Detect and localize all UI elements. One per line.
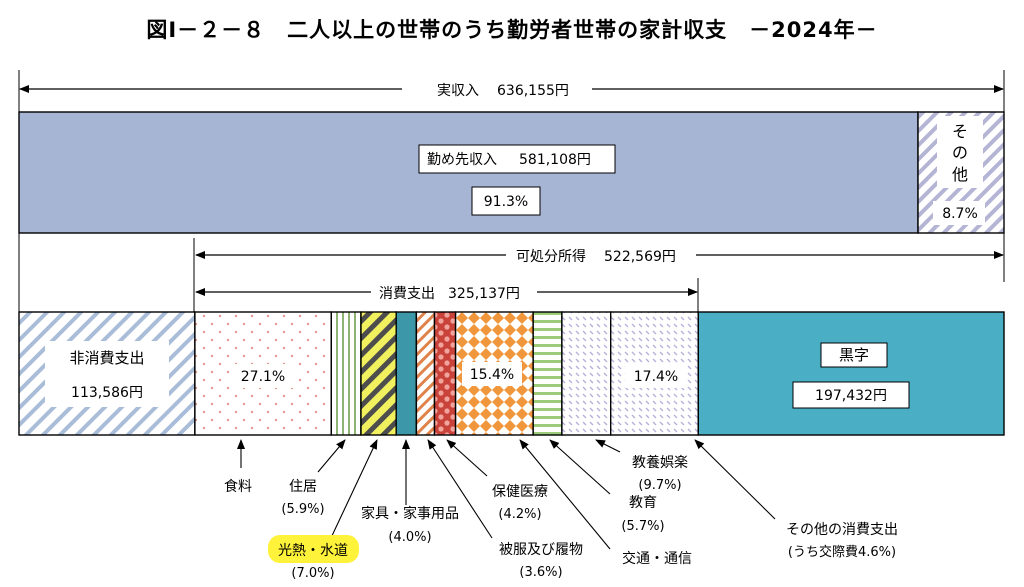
shokuryo-label: 食料 [224,478,252,495]
income-main-percent: 91.3% [484,194,528,210]
disposable-income-label: 可処分所得 [516,248,586,265]
goraku-percent: (9.7%) [638,478,681,493]
income-other-label-2: 他 [952,165,968,184]
kuroji-label: 黒字 [839,346,869,364]
kyoiku-percent: (5.7%) [621,519,664,534]
kyoiku-label: 教育 [629,495,657,511]
income-main-label: 勤め先収入 [427,152,497,168]
income-other-label-mid: の [952,143,968,162]
disposable-income-value: 522,569円 [604,249,676,265]
goraku-label: 教養娯楽 [632,454,688,471]
consumption-value: 325,137円 [448,286,520,302]
hifuku-label: 被服及び履物 [499,542,583,558]
kotsu-label: 交通・通信 [622,550,692,567]
expenditure-segment-kyoiku [532,311,563,436]
expenditure-segment-goraku [561,311,612,436]
sonota-percent: 17.4% [634,369,678,385]
sonota-label: その他の消費支出 [786,522,898,538]
expenditure-segment-kounetsu [360,311,397,436]
shokuryo-percent: 27.1% [241,369,285,385]
kyoiku-leader [549,439,611,495]
expenditure-segment-kuroji [697,311,1005,436]
goraku-leader [595,439,621,453]
income-main-value: 581,108円 [519,152,591,168]
expenditure-segment-jukyo [330,311,362,436]
sonota-leader [694,439,776,520]
jukyo-percent: (5.9%) [281,502,324,517]
kotsu-leader [519,439,611,550]
kounetsu-highlight [268,535,359,563]
income-other-percent: 8.7% [942,206,978,222]
kounetsu-percent: (7.0%) [291,566,334,581]
jukyo-leader [317,439,346,473]
kotsu-percent: 15.4% [470,367,514,383]
hishohi-label: 非消費支出 [69,349,144,367]
consumption-label: 消費支出 [379,286,435,302]
kagu-percent: (4.0%) [388,530,431,545]
expenditure-segment-hifuku [415,311,436,436]
kagu-label: 家具・家事用品 [361,505,459,522]
kuroji-value: 197,432円 [815,388,887,404]
income-other-label-1: そ [952,122,968,141]
hifuku-leader [427,439,493,539]
hoken-leader [446,439,488,477]
sonota-sub: (うち交際費4.6%) [788,544,896,560]
hoken-label: 保健医療 [492,483,548,500]
chart-title: 図Ⅰ－２－８ 二人以上の世帯のうち勤労者世帯の家計収支 －2024年－ [146,18,878,42]
hishohi-value: 113,586円 [71,385,143,401]
expenditure-segment-hoken [433,311,457,436]
hifuku-percent: (3.6%) [519,565,562,580]
kounetsu-label: 光熱・水道 [278,543,348,559]
expenditure-segment-kagu [395,311,418,436]
hoken-percent: (4.2%) [498,507,541,522]
income-label: 実収入 [437,83,479,99]
income-value: 636,155円 [497,83,569,99]
kounetsu-leader [329,439,378,541]
jukyo-label: 住居 [289,479,317,495]
